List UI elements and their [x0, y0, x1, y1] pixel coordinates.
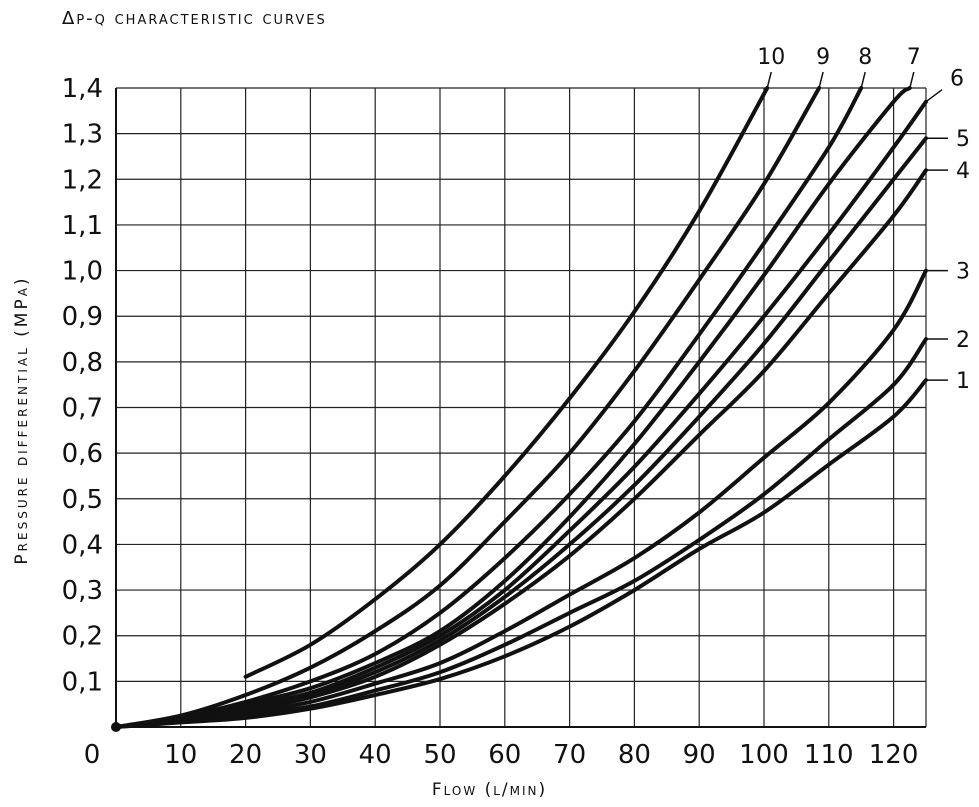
x-tick-label: 50	[423, 740, 456, 770]
y-tick-label: 1,4	[62, 74, 103, 104]
chart-title: Δp-q characteristic curves	[62, 8, 327, 29]
y-tick-label: 0,2	[62, 622, 103, 652]
series-line-9	[114, 86, 822, 729]
y-axis-label: Pressure differential (MPa)	[12, 275, 32, 565]
series-label-4: 4	[956, 159, 970, 184]
x-tick-label: 0	[84, 740, 101, 770]
series-line-3	[114, 268, 928, 729]
x-tick-label: 40	[359, 740, 392, 770]
x-tick-label: 100	[739, 740, 789, 770]
y-tick-label: 0,9	[62, 302, 103, 332]
x-tick-label: 60	[488, 740, 521, 770]
series-label-10: 10	[757, 45, 785, 70]
y-tick-label: 0,4	[62, 530, 103, 560]
series-label-5: 5	[956, 127, 970, 152]
x-tick-label: 20	[229, 740, 262, 770]
series-leader-9	[818, 71, 824, 89]
x-tick-label: 120	[869, 740, 919, 770]
x-axis-label: Flow (l/min)	[431, 780, 548, 800]
y-tick-label: 1,0	[62, 257, 103, 287]
series-line-10	[243, 86, 770, 679]
y-tick-label: 1,1	[62, 211, 103, 241]
series-line-6	[114, 99, 928, 729]
series-label-8: 8	[858, 45, 872, 70]
series-leader-10	[766, 71, 772, 89]
series-label-1: 1	[956, 369, 970, 394]
y-tick-label: 1,3	[62, 120, 103, 150]
series-leader-6	[925, 89, 943, 103]
y-tick-label: 0,6	[62, 439, 103, 469]
x-tick-label: 70	[553, 740, 586, 770]
series-line-1	[114, 378, 928, 729]
x-tick-label: 90	[683, 740, 716, 770]
x-tick-label: 80	[618, 740, 651, 770]
y-tick-label: 0,7	[62, 394, 103, 424]
series-leader-8	[860, 71, 866, 89]
y-tick-label: 1,2	[62, 165, 103, 195]
series-label-3: 3	[956, 260, 970, 285]
series-leader-7	[909, 71, 915, 89]
series-label-2: 2	[956, 328, 970, 353]
series-label-9: 9	[816, 45, 830, 70]
origin-point	[111, 722, 121, 732]
series-line-7	[114, 86, 912, 729]
y-tick-label: 0,1	[62, 667, 103, 697]
series-line-5	[114, 136, 928, 729]
y-tick-label: 0,5	[62, 485, 103, 515]
series-label-6: 6	[950, 67, 964, 92]
series-line-8	[114, 86, 864, 729]
x-tick-label: 10	[164, 740, 197, 770]
x-tick-label: 30	[294, 740, 327, 770]
series-line-4	[114, 168, 928, 729]
series-label-7: 7	[907, 45, 921, 70]
series-line-2	[114, 337, 928, 729]
y-tick-label: 0,8	[62, 348, 103, 378]
x-tick-label: 110	[804, 740, 854, 770]
y-tick-label: 0,3	[62, 576, 103, 606]
